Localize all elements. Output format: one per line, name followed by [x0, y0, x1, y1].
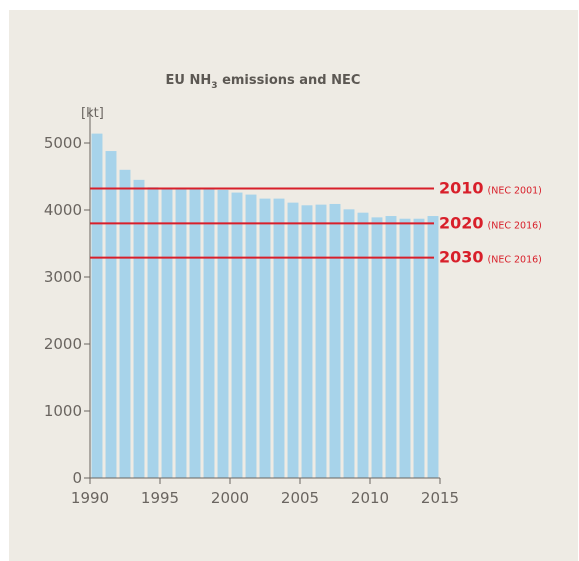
- bar-2012: [399, 218, 411, 478]
- bar-1999: [217, 189, 229, 478]
- bars-group: [91, 133, 439, 479]
- bar-2006: [315, 204, 327, 478]
- bar-2003: [273, 198, 285, 479]
- bar-1996: [175, 188, 187, 478]
- bar-2009: [357, 212, 369, 478]
- nec-note-2020: (NEC 2016): [488, 220, 542, 231]
- bar-1994: [147, 187, 159, 478]
- reference-lines-group: 2010 (NEC 2001) 2020 (NEC 2016) 2030 (NEC 201…: [90, 179, 542, 267]
- x-tick-label-2000: 2000: [211, 489, 249, 507]
- y-tick-label-1000: 1000: [44, 402, 82, 420]
- bar-1992: [119, 169, 131, 479]
- bar-2004: [287, 202, 299, 478]
- nec-label-2030: 2030 (NEC 2016): [439, 248, 542, 267]
- chart-title-main: EU NH: [166, 73, 212, 88]
- nec-label-2010: 2010 (NEC 2001): [439, 179, 542, 198]
- nec-year-2030: 2030: [439, 248, 484, 267]
- y-tick-label-2000: 2000: [44, 335, 82, 353]
- bar-2011: [385, 216, 397, 478]
- nec-note-2010: (NEC 2001): [488, 186, 542, 197]
- nec-year-2010: 2010: [439, 179, 484, 198]
- bar-2001: [245, 194, 257, 478]
- y-tick-label-0: 0: [72, 469, 82, 487]
- chart-title-subscript: 3: [211, 81, 217, 91]
- bar-2000: [231, 192, 243, 478]
- x-tick-label-2005: 2005: [281, 489, 319, 507]
- bar-2010: [371, 217, 383, 478]
- nec-note-2030: (NEC 2016): [488, 255, 542, 266]
- x-tick-label-1995: 1995: [141, 489, 179, 507]
- bar-2014: [427, 216, 439, 478]
- bar-2002: [259, 198, 271, 479]
- x-tick-label-2010: 2010: [351, 489, 389, 507]
- nec-year-2020: 2020: [439, 213, 484, 232]
- axes-group: 0 1000 2000 3000 4000 5000 1990 1995 2000 2005 201…: [44, 107, 459, 507]
- y-tick-label-5000: 5000: [44, 134, 82, 152]
- x-tick-label-1990: 1990: [71, 489, 109, 507]
- bar-1993: [133, 179, 145, 478]
- bar-2007: [329, 203, 341, 478]
- bar-1997: [189, 187, 201, 478]
- bar-2008: [343, 209, 355, 478]
- y-axis-unit-label: [kt]: [81, 106, 104, 121]
- bar-2013: [413, 218, 425, 478]
- nec-label-2020: 2020 (NEC 2016): [439, 213, 542, 232]
- x-tick-label-2015: 2015: [421, 489, 459, 507]
- y-tick-label-3000: 3000: [44, 268, 82, 286]
- bar-1995: [161, 188, 173, 478]
- y-tick-label-4000: 4000: [44, 201, 82, 219]
- bar-2005: [301, 205, 313, 478]
- bar-1991: [105, 151, 117, 479]
- bar-1990: [91, 133, 103, 478]
- chart-title: EU NH3 emissions and NEC: [166, 73, 361, 91]
- bar-1998: [203, 188, 215, 478]
- chart-title-rest: emissions and NEC: [218, 73, 361, 88]
